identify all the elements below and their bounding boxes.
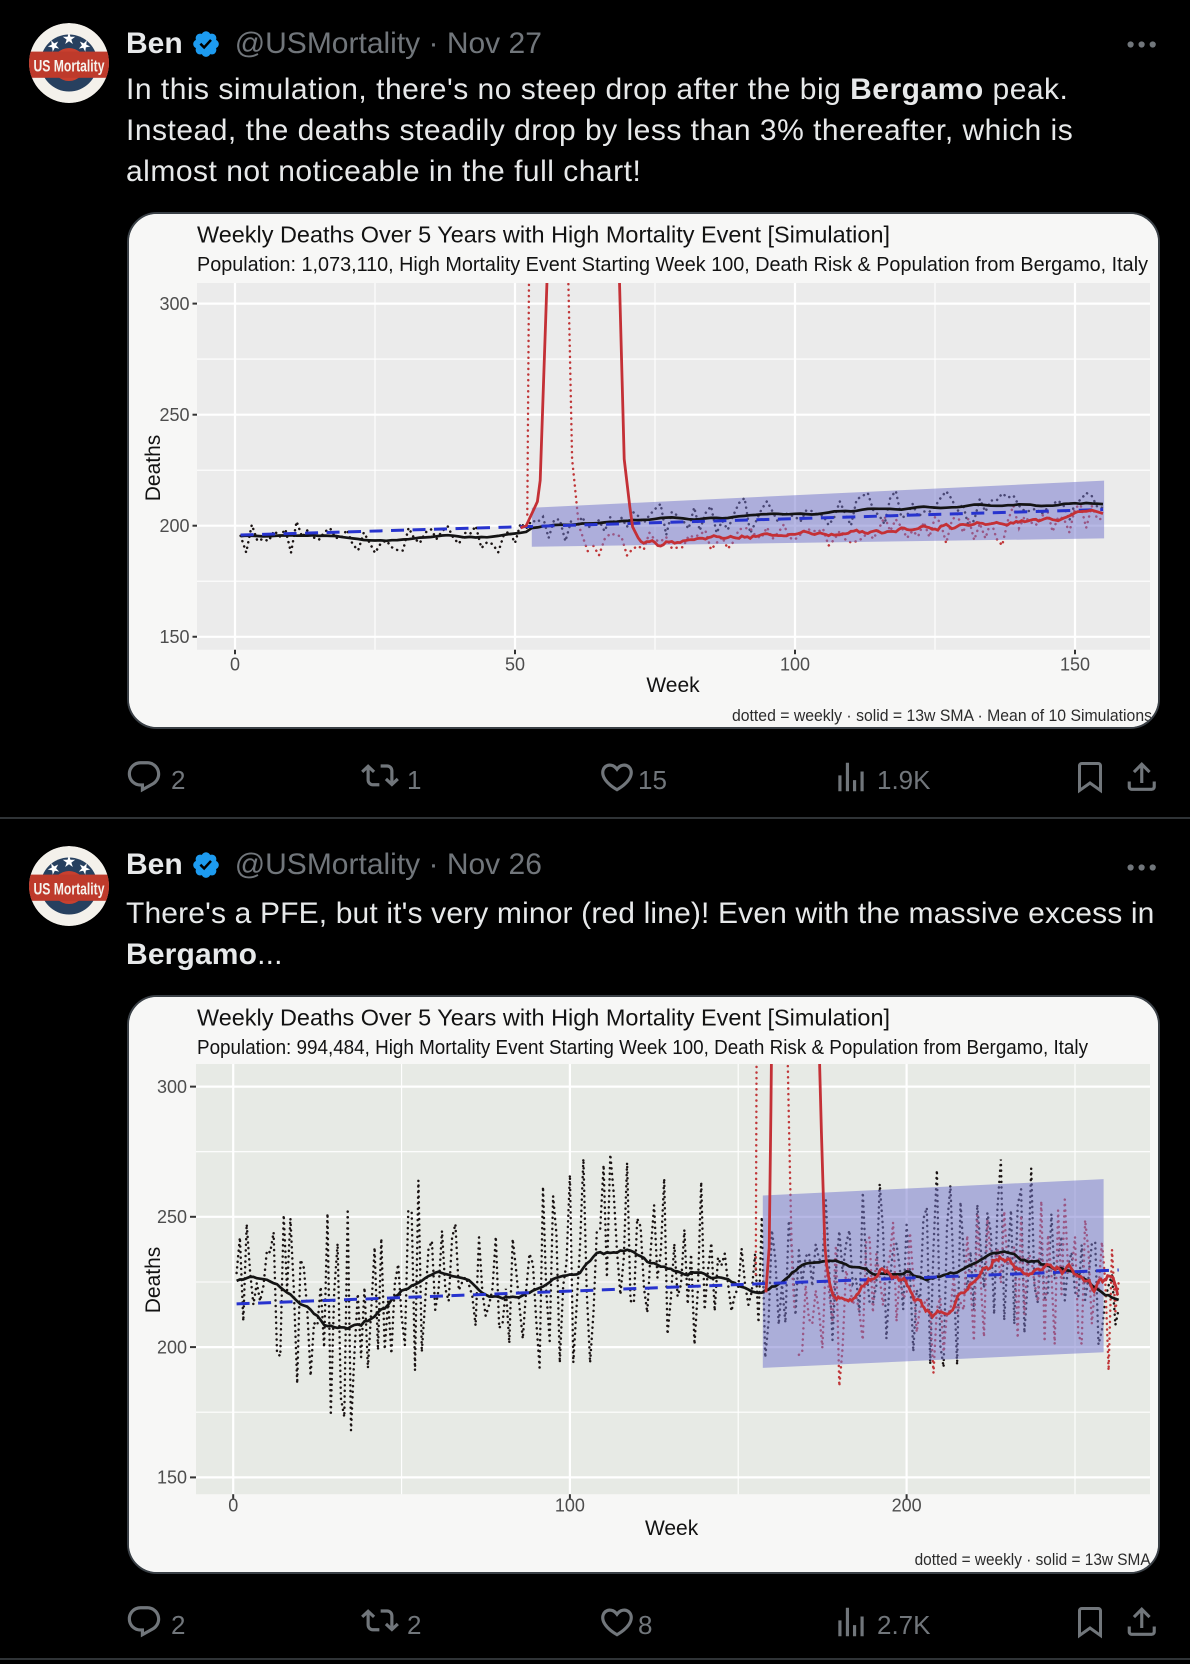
svg-text:150: 150 xyxy=(157,1468,187,1488)
svg-text:Week: Week xyxy=(646,674,700,697)
svg-text:200: 200 xyxy=(159,516,189,536)
svg-text:50: 50 xyxy=(505,655,525,675)
svg-text:0: 0 xyxy=(228,1496,238,1516)
svg-text:100: 100 xyxy=(780,655,810,675)
svg-text:Week: Week xyxy=(645,1517,699,1540)
svg-text:Weekly Deaths Over 5 Years wit: Weekly Deaths Over 5 Years with High Mor… xyxy=(197,222,890,248)
svg-text:Population: 994,484, High Mort: Population: 994,484, High Mortality Even… xyxy=(197,1037,1088,1059)
svg-text:200: 200 xyxy=(892,1496,922,1516)
svg-text:dotted = weekly · solid = 13w: dotted = weekly · solid = 13w SMA · Mean… xyxy=(732,706,1152,725)
svg-text:Deaths: Deaths xyxy=(142,435,165,502)
svg-text:200: 200 xyxy=(157,1337,187,1357)
svg-text:Deaths: Deaths xyxy=(142,1247,165,1314)
svg-text:250: 250 xyxy=(159,405,189,425)
svg-text:0: 0 xyxy=(230,655,240,675)
svg-text:150: 150 xyxy=(1060,655,1090,675)
svg-text:250: 250 xyxy=(157,1207,187,1227)
svg-text:300: 300 xyxy=(159,294,189,314)
svg-text:100: 100 xyxy=(555,1496,585,1516)
svg-text:300: 300 xyxy=(157,1077,187,1097)
svg-text:Weekly Deaths Over 5 Years wit: Weekly Deaths Over 5 Years with High Mor… xyxy=(197,1005,890,1031)
svg-text:US Mortality: US Mortality xyxy=(34,58,106,76)
svg-text:US Mortality: US Mortality xyxy=(34,881,106,899)
svg-text:Population: 1,073,110, High Mo: Population: 1,073,110, High Mortality Ev… xyxy=(197,254,1148,276)
svg-text:dotted = weekly · solid = 13w: dotted = weekly · solid = 13w SMA xyxy=(915,1550,1152,1569)
svg-text:150: 150 xyxy=(159,627,189,647)
